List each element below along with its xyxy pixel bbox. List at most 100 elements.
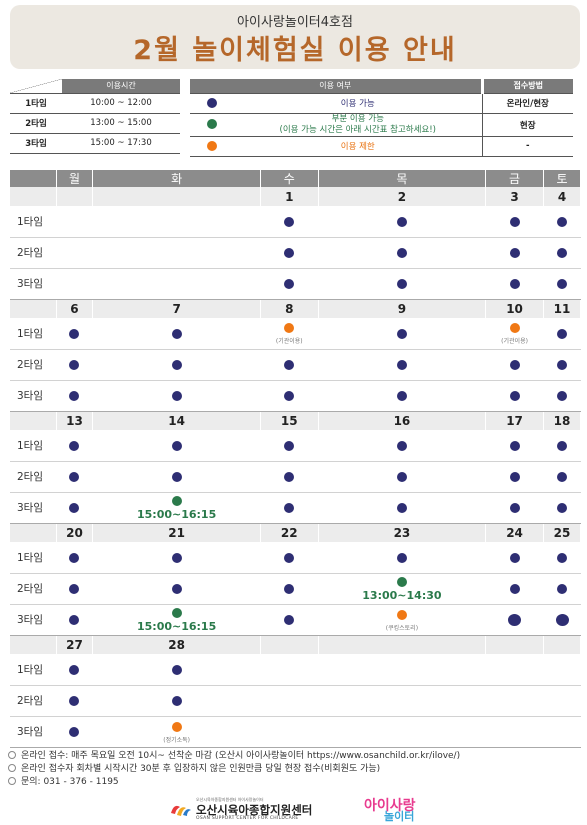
slot-cell	[543, 380, 581, 412]
note-contact: 문의: 031 - 376 - 1195	[8, 776, 583, 789]
legend-partial-label: 부분 이용 가능	[331, 113, 384, 124]
available-dot-icon	[284, 391, 295, 401]
slot-cell	[543, 461, 581, 493]
available-dot-icon	[396, 216, 407, 227]
available-dot-icon	[557, 391, 567, 401]
available-dot-icon	[557, 440, 567, 451]
header-banner: 아이사랑놀이터4호점 2월 놀이체험실 이용 안내	[10, 5, 580, 69]
slot-cell	[260, 604, 319, 636]
slot-row: 2타임	[10, 349, 581, 381]
week-date-row: 6 7 8 9 10 11	[10, 299, 581, 318]
date-cell: 2	[318, 187, 487, 206]
available-dot-icon	[284, 472, 295, 482]
slot-cell: 15:00~16:15	[92, 492, 261, 524]
slot-cell	[56, 492, 94, 524]
slot-cell	[56, 430, 94, 462]
available-dot-icon	[69, 503, 80, 513]
slot-cell	[485, 573, 545, 605]
available-dot-icon	[171, 328, 182, 339]
restricted-dot-icon	[509, 323, 520, 334]
time-header: 이용시간	[62, 79, 180, 94]
slot-cell	[543, 206, 581, 238]
legend-partial-sublabel: (이용 가능 시간은 아래 시간표 참고하세요!)	[279, 124, 437, 135]
slot-cell	[543, 604, 581, 636]
day-header: 금	[485, 170, 545, 187]
slot-label: 3타임	[10, 268, 57, 300]
available-dot-icon	[69, 440, 80, 451]
center-logo-name: 오산시육아종합지원센터	[196, 803, 313, 817]
available-dot-icon	[171, 391, 182, 401]
time-row-value: 10:00 ~ 12:00	[62, 93, 180, 114]
slot-cell	[318, 654, 487, 686]
slot-cell: (기관이용)	[260, 318, 319, 350]
slot-cell	[92, 685, 261, 717]
slot-cell	[318, 318, 487, 350]
legend-restricted-label: 이용 제한	[234, 136, 482, 157]
time-row-label: 1타임	[10, 93, 62, 114]
slot-row: 1타임	[10, 654, 581, 686]
slot-cell	[92, 542, 261, 574]
available-dot-icon	[557, 503, 567, 513]
available-dot-icon	[171, 360, 182, 370]
date-cell: 25	[543, 523, 581, 542]
available-dot-icon	[508, 614, 522, 626]
available-dot-icon	[284, 440, 295, 451]
available-dot-icon	[557, 216, 567, 227]
available-dot-icon	[396, 552, 407, 563]
available-dot-icon	[396, 472, 407, 482]
slot-row: 1타임 (기관이용) (기관이용)	[10, 318, 581, 350]
slot-cell	[92, 430, 261, 462]
slot-cell	[260, 461, 319, 493]
slot-cell	[260, 716, 319, 748]
restriction-note: (기관이용)	[501, 338, 528, 346]
available-dot-icon	[69, 727, 80, 737]
slot-label: 1타임	[10, 430, 57, 462]
center-logo: 오산시육아종합지원센터 아이사랑놀이터 오산시육아종합지원센터 OSAN SUP…	[168, 797, 348, 821]
slot-cell	[543, 318, 581, 350]
slot-cell	[56, 318, 94, 350]
available-dot-icon	[555, 614, 569, 626]
date-cell: 10	[485, 299, 545, 318]
slot-cell	[260, 654, 319, 686]
restricted-dot-icon	[207, 140, 217, 151]
slot-cell	[56, 461, 94, 493]
slot-cell	[56, 349, 94, 381]
slot-cell	[56, 268, 94, 300]
available-dot-icon	[396, 391, 407, 401]
date-cell: 14	[92, 411, 261, 430]
slot-cell	[92, 268, 261, 300]
slot-cell	[260, 237, 319, 269]
slot-cell	[318, 716, 487, 748]
date-cell: 8	[260, 299, 319, 318]
available-dot-icon	[171, 552, 182, 563]
date-cell	[260, 635, 319, 654]
available-dot-icon	[284, 584, 295, 594]
page-title: 2월 놀이체험실 이용 안내	[133, 35, 457, 66]
slot-row: 3타임	[10, 268, 581, 300]
date-cell: 21	[92, 523, 261, 542]
available-dot-icon	[207, 97, 217, 108]
slot-cell	[485, 430, 545, 462]
slot-cell	[485, 268, 545, 300]
date-cell: 28	[92, 635, 261, 654]
legend-table: 이용 여부 접수방법 이용 가능 온라인/현장 부분 이용 가능 (이용 가능 …	[190, 79, 573, 157]
slot-cell	[485, 237, 545, 269]
slot-cell	[318, 268, 487, 300]
slot-row: 2타임 13:00~14:30	[10, 573, 581, 605]
center-logo-icon	[171, 805, 191, 816]
legend-partial-method: 현장	[481, 113, 573, 137]
date-cell: 11	[543, 299, 581, 318]
center-logo-small: 오산시육아종합지원센터 아이사랑놀이터	[196, 797, 264, 802]
slot-cell	[260, 685, 319, 717]
slot-row: 1타임	[10, 206, 581, 238]
date-cell	[543, 635, 581, 654]
note-onsite: 온라인 접수자 회차별 시작시간 30분 후 입장하지 않은 인원만큼 당일 현…	[8, 763, 583, 776]
date-cell: 6	[56, 299, 94, 318]
slot-cell	[92, 461, 261, 493]
restricted-dot-icon	[284, 323, 295, 334]
available-dot-icon	[284, 279, 295, 289]
slot-cell	[543, 349, 581, 381]
slot-cell	[485, 380, 545, 412]
slot-label: 3타임	[10, 380, 57, 412]
